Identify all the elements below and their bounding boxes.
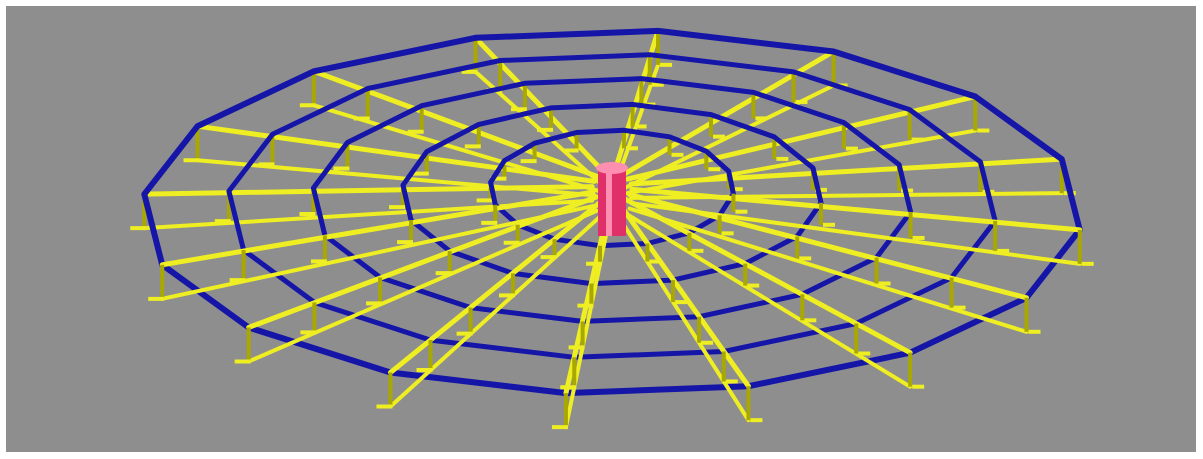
radial-beam-bottom [627, 206, 1029, 334]
radial-beam-top [194, 123, 597, 184]
radial-beam-bottom [563, 213, 613, 430]
ring-member [310, 76, 914, 324]
radial-member [627, 192, 1041, 334]
radial-beam-top [628, 156, 1065, 187]
radial-member [622, 196, 925, 389]
radial-member [299, 68, 602, 194]
radial-beam-bottom [160, 204, 595, 301]
radial-beam-bottom [622, 210, 913, 389]
central-hub [596, 162, 628, 236]
radial-beam-bottom [246, 208, 599, 364]
radial-beam-top [627, 192, 1030, 301]
radial-beam-bottom [388, 212, 605, 409]
ring-member [400, 101, 824, 287]
ring-member [226, 52, 998, 360]
radial-member [376, 197, 606, 409]
radial-beam-top [387, 197, 606, 376]
radial-beam-top [622, 196, 913, 356]
hub-highlight [606, 168, 612, 236]
ring-member [488, 127, 736, 249]
ring-member [141, 27, 1083, 397]
hub-top [596, 162, 628, 174]
radial-member [183, 123, 597, 198]
radial-beam-top [629, 186, 1083, 233]
ring-members [141, 27, 1083, 397]
radial-beam-top [615, 198, 751, 389]
radial-beam-bottom [615, 213, 751, 423]
radial-member [148, 189, 596, 301]
radial-member [615, 198, 763, 423]
radial-beam-top [624, 94, 978, 182]
radial-members-front [148, 186, 1094, 430]
radial-beam-top [159, 189, 596, 268]
